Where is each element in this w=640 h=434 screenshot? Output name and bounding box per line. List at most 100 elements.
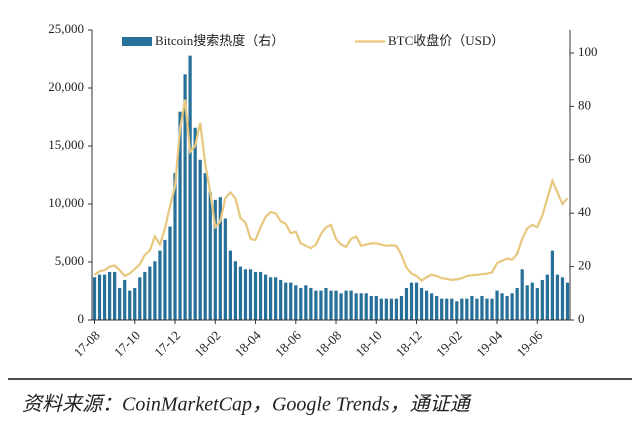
y-tick-label: 10,000 bbox=[48, 195, 84, 210]
bar bbox=[223, 218, 227, 320]
bar bbox=[555, 274, 560, 320]
bar bbox=[299, 287, 303, 320]
bar bbox=[203, 173, 207, 320]
bar bbox=[133, 287, 137, 320]
y-tick-label: 25,000 bbox=[48, 21, 84, 36]
legend-swatch bbox=[122, 37, 152, 46]
y2-tick-label: 80 bbox=[578, 97, 591, 112]
bar bbox=[349, 290, 353, 320]
bar bbox=[92, 277, 97, 320]
y2-tick-label: 40 bbox=[578, 204, 591, 219]
bar bbox=[198, 159, 202, 320]
bar bbox=[470, 295, 474, 320]
bar bbox=[550, 250, 554, 320]
x-tick-label: 18-12 bbox=[393, 328, 425, 360]
bar bbox=[369, 295, 373, 320]
bar bbox=[419, 287, 424, 320]
bar bbox=[284, 282, 288, 320]
bar bbox=[319, 290, 323, 320]
bar bbox=[102, 274, 107, 320]
y-tick-label: 0 bbox=[78, 311, 85, 326]
bar bbox=[565, 282, 570, 320]
bar bbox=[430, 293, 434, 320]
y2-tick-label: 0 bbox=[578, 311, 585, 326]
bar bbox=[540, 279, 544, 320]
bar bbox=[143, 271, 147, 320]
bar bbox=[153, 261, 157, 320]
y-tick-label: 5,000 bbox=[55, 253, 84, 268]
bar bbox=[314, 290, 318, 320]
bar bbox=[168, 226, 172, 320]
bar bbox=[158, 250, 162, 320]
bar bbox=[500, 293, 504, 320]
x-tick-label: 19-02 bbox=[433, 328, 465, 360]
bar bbox=[243, 269, 248, 320]
price-line bbox=[93, 99, 569, 283]
bar bbox=[409, 282, 414, 320]
bar bbox=[128, 290, 132, 320]
bar bbox=[97, 274, 102, 320]
bar bbox=[329, 290, 333, 320]
source-note: 资料来源：CoinMarketCap，Google Trends，通证通 bbox=[22, 394, 473, 416]
bar bbox=[435, 295, 439, 320]
bar bbox=[510, 293, 514, 320]
bar bbox=[173, 173, 177, 320]
x-tick-label: 18-02 bbox=[191, 328, 223, 360]
bar bbox=[289, 282, 293, 320]
y-tick-label: 15,000 bbox=[48, 137, 84, 152]
bar bbox=[505, 295, 509, 320]
legend-label: BTC收盘价（USD） bbox=[388, 33, 504, 48]
bar bbox=[480, 295, 484, 320]
x-tick-label: 18-06 bbox=[272, 327, 304, 359]
x-tick-label: 19-04 bbox=[473, 327, 505, 359]
bar bbox=[520, 269, 524, 320]
bar bbox=[364, 293, 368, 320]
bar bbox=[248, 269, 253, 320]
bar bbox=[374, 295, 378, 320]
bar bbox=[269, 277, 273, 320]
bar bbox=[118, 287, 122, 320]
x-tick-label: 17-10 bbox=[111, 328, 143, 360]
bar bbox=[123, 279, 127, 320]
bar bbox=[354, 293, 358, 320]
bar bbox=[389, 298, 393, 320]
bar bbox=[324, 287, 328, 320]
bar bbox=[208, 191, 212, 320]
bar bbox=[334, 290, 338, 320]
bar bbox=[228, 250, 232, 320]
x-tick-label: 17-08 bbox=[71, 328, 103, 360]
bar bbox=[138, 277, 142, 320]
bar bbox=[530, 282, 534, 320]
bar bbox=[394, 298, 399, 320]
bar bbox=[294, 285, 298, 320]
y2-tick-label: 20 bbox=[578, 258, 591, 273]
bar bbox=[253, 271, 258, 320]
x-tick-label: 18-08 bbox=[312, 328, 344, 360]
bar bbox=[213, 199, 217, 320]
bar bbox=[258, 271, 263, 320]
bar bbox=[384, 298, 388, 320]
bar bbox=[475, 298, 479, 320]
y2-tick-label: 100 bbox=[578, 44, 598, 59]
bar bbox=[455, 301, 459, 320]
bar bbox=[178, 111, 182, 320]
bar bbox=[460, 298, 464, 320]
bar bbox=[495, 290, 499, 320]
x-tick-label: 18-04 bbox=[232, 327, 264, 359]
bar bbox=[344, 290, 348, 320]
bar bbox=[465, 298, 469, 320]
bar bbox=[440, 298, 444, 320]
bar bbox=[304, 285, 308, 320]
bar bbox=[263, 274, 268, 320]
bar bbox=[193, 127, 197, 321]
y-tick-label: 20,000 bbox=[48, 79, 84, 94]
x-tick-label: 17-12 bbox=[151, 328, 183, 360]
y2-tick-label: 60 bbox=[578, 151, 591, 166]
bar bbox=[485, 298, 489, 320]
bar bbox=[339, 293, 343, 320]
bar bbox=[404, 287, 409, 320]
bar bbox=[183, 74, 187, 320]
bar bbox=[274, 277, 278, 320]
bar bbox=[545, 274, 549, 320]
